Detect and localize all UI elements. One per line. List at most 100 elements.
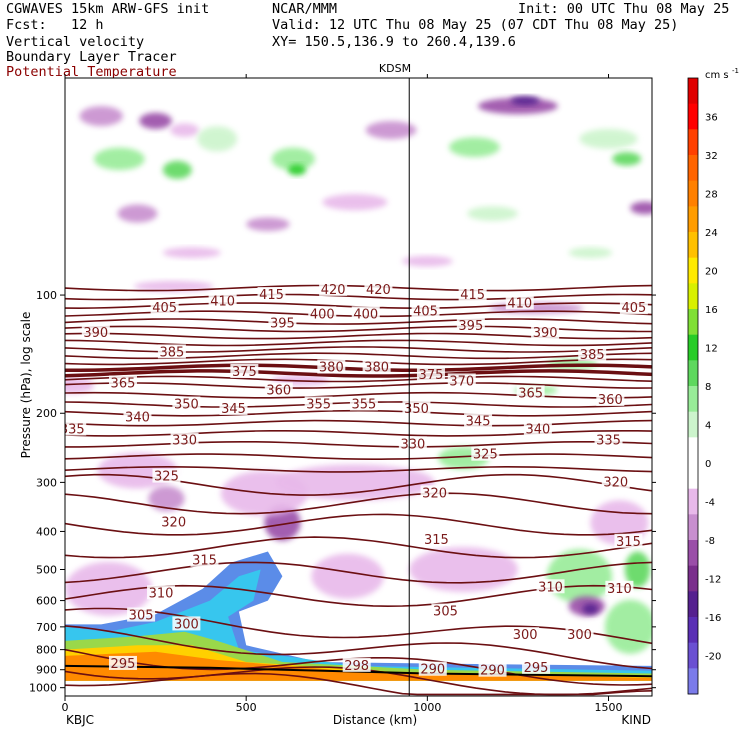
- velocity-cell: [287, 164, 306, 176]
- theta-label-bg: [264, 382, 293, 397]
- velocity-cell: [604, 599, 652, 654]
- theta-label-bg: [619, 300, 648, 315]
- theta-label: 300: [174, 617, 199, 632]
- theta-label-bg: [411, 303, 440, 318]
- theta-label: 380: [364, 361, 389, 376]
- theta-label: 325: [473, 448, 498, 463]
- theta-label: 355: [306, 398, 331, 413]
- x-tick-label: 0: [62, 701, 69, 714]
- vertical-velocity-shading: [65, 96, 652, 654]
- theta-label-bg: [516, 385, 545, 400]
- velocity-cell: [162, 160, 192, 179]
- theta-label-bg: [362, 359, 391, 374]
- theta-label: 365: [518, 386, 543, 401]
- theta-label: 320: [603, 475, 628, 490]
- colorbar-unit-exponent: -1: [732, 67, 739, 75]
- theta-label-bg: [431, 603, 460, 618]
- y-tick-label: 300: [36, 476, 57, 489]
- y-tick-label: 700: [36, 621, 57, 634]
- colorbar: -20 -16 -12 -8 -4 0 4 8 12 16 20 24 28 32 36: [687, 77, 721, 695]
- theta-label: 315: [424, 533, 449, 548]
- theta-label-bg: [614, 533, 643, 548]
- y-tick-label: 800: [36, 644, 57, 657]
- theta-contour-line: [65, 419, 652, 427]
- theta-label-bg: [342, 657, 371, 672]
- theta-label: 340: [125, 410, 150, 425]
- theta-contour-line: [65, 369, 652, 378]
- colorbar-segment: [688, 360, 698, 387]
- theta-label: 405: [413, 304, 438, 319]
- velocity-cell: [170, 123, 200, 137]
- theta-label: 335: [60, 423, 85, 438]
- colorbar-label: -8: [705, 536, 715, 547]
- colorbar-label: 28: [705, 190, 718, 201]
- theta-label: 305: [129, 609, 154, 624]
- theta-label: 405: [152, 301, 177, 316]
- theta-contour-line: [65, 607, 652, 645]
- left-endpoint-label: KBJC: [66, 713, 94, 727]
- colorbar-segment: [688, 488, 698, 515]
- colorbar-segment: [688, 257, 698, 284]
- theta-contour-line: [65, 293, 652, 301]
- theta-contour-line: [65, 672, 652, 696]
- theta-label: 310: [538, 580, 563, 595]
- theta-label-bg: [159, 514, 188, 529]
- theta-label-bg: [150, 300, 179, 315]
- y-tick-label: 400: [36, 525, 57, 538]
- y-axis: 100 200 300 400 500 600 700 800 900 1000: [29, 289, 656, 695]
- theta-label-bg: [447, 373, 476, 388]
- velocity-cell: [365, 121, 417, 140]
- theta-label: 315: [616, 535, 641, 550]
- organization-label: NCAR/MMM: [272, 1, 338, 17]
- theta-label: 410: [210, 295, 235, 310]
- theta-label: 380: [319, 361, 344, 376]
- y-tick-label: 900: [36, 664, 57, 677]
- theta-label: 405: [621, 301, 646, 316]
- theta-label-bg: [565, 627, 594, 642]
- theta-label: 305: [433, 605, 458, 620]
- theta-label-bg: [596, 391, 625, 406]
- theta-label: 410: [507, 296, 532, 311]
- theta-label-bg: [172, 616, 201, 631]
- x-tick-label: 500: [236, 701, 257, 714]
- theta-label-bg: [172, 396, 201, 411]
- velocity-cell: [510, 96, 540, 106]
- model-title: CGWAVES 15km ARW-GFS init: [6, 1, 210, 17]
- theta-contour-line: [65, 513, 652, 536]
- theta-label-bg: [522, 659, 551, 674]
- theta-label-bg: [458, 287, 487, 302]
- theta-contour-line: [65, 492, 652, 515]
- theta-label: 415: [259, 288, 284, 303]
- field-potential-temperature: Potential Temperature: [6, 64, 177, 80]
- theta-label-bg: [511, 627, 540, 642]
- theta-contour-line: [65, 363, 652, 373]
- theta-label-bg: [230, 363, 259, 378]
- theta-label: 345: [221, 402, 246, 417]
- colorbar-label: -20: [705, 652, 721, 663]
- colorbar-label: 20: [705, 267, 718, 278]
- theta-label: 360: [598, 393, 623, 408]
- velocity-cell: [275, 464, 435, 501]
- theta-label: 300: [567, 628, 592, 643]
- theta-label-bg: [349, 396, 378, 411]
- velocity-cell: [579, 128, 638, 149]
- velocity-cell: [568, 247, 613, 259]
- colorbar-segment: [688, 514, 698, 541]
- right-endpoint-label: KIND: [621, 713, 651, 727]
- theta-label-bg: [219, 400, 248, 415]
- theta-contour-line: [65, 625, 652, 670]
- theta-label-bg: [418, 661, 447, 676]
- velocity-cell: [139, 112, 172, 129]
- velocity-cell: [93, 147, 145, 171]
- theta-contour-line: [65, 318, 652, 325]
- theta-contour-line: [65, 430, 652, 437]
- theta-label-bg: [65, 421, 87, 436]
- theta-label: 420: [321, 283, 346, 298]
- theta-label-bg: [478, 662, 507, 677]
- theta-label-bg: [471, 446, 500, 461]
- theta-label-bg: [464, 413, 493, 428]
- theta-label-bg: [578, 346, 607, 361]
- theta-contour-line: [65, 375, 652, 383]
- theta-contour-line: [65, 465, 652, 473]
- velocity-cell: [624, 551, 651, 588]
